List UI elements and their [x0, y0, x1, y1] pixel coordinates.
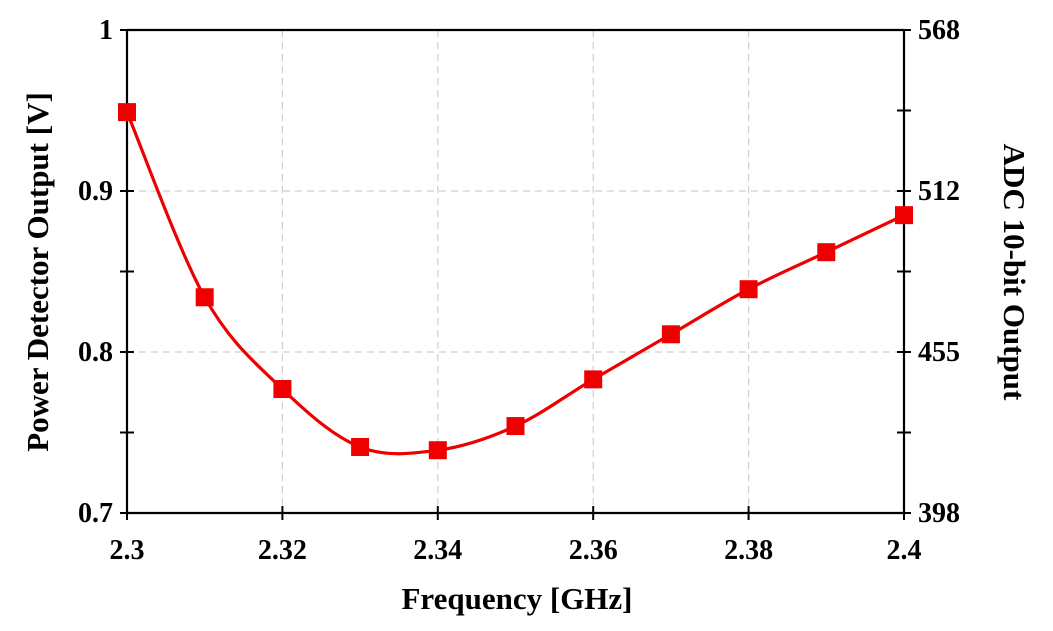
x-tick-label: 2.34	[413, 535, 462, 566]
data-point-marker	[428, 441, 447, 460]
data-point-marker	[273, 380, 292, 399]
x-tick-label: 2.4	[887, 535, 922, 566]
x-tick-label: 2.38	[724, 535, 773, 566]
y-tick-label: 0.7	[78, 498, 113, 529]
y-axis-title: Power Detector Output [V]	[20, 92, 55, 452]
x-tick-label: 2.32	[258, 535, 307, 566]
series-group	[118, 103, 913, 460]
data-point-marker	[351, 437, 370, 456]
grid	[127, 30, 904, 513]
data-point-marker	[895, 206, 913, 225]
data-point-marker	[661, 325, 680, 344]
x-axis-title: Frequency [GHz]	[401, 581, 632, 616]
y-tick-label: 0.9	[78, 176, 113, 207]
data-point-marker	[584, 370, 603, 389]
tick-labels: 0.7 0.8 0.9 1 398 455 512 568 2.3 2.32 2.34 2.36 2.3…	[78, 15, 960, 566]
x-tick-label: 2.36	[569, 535, 618, 566]
x-tick-label: 2.3	[110, 535, 145, 566]
tick-marks	[120, 29, 911, 520]
y2-tick-label: 455	[918, 337, 960, 368]
y2-tick-label: 398	[918, 498, 960, 529]
data-point-marker	[739, 280, 758, 299]
data-point-marker	[506, 417, 525, 436]
data-point-marker	[195, 288, 214, 307]
data-point-marker	[118, 103, 136, 122]
data-point-marker	[817, 243, 836, 262]
y-tick-label: 1	[99, 15, 113, 46]
y2-tick-label: 568	[918, 15, 960, 46]
y2-tick-label: 512	[918, 176, 960, 207]
series-line	[125, 111, 905, 456]
y-tick-label: 0.8	[78, 337, 113, 368]
y2-axis-title: ADC 10-bit Output	[997, 144, 1032, 401]
